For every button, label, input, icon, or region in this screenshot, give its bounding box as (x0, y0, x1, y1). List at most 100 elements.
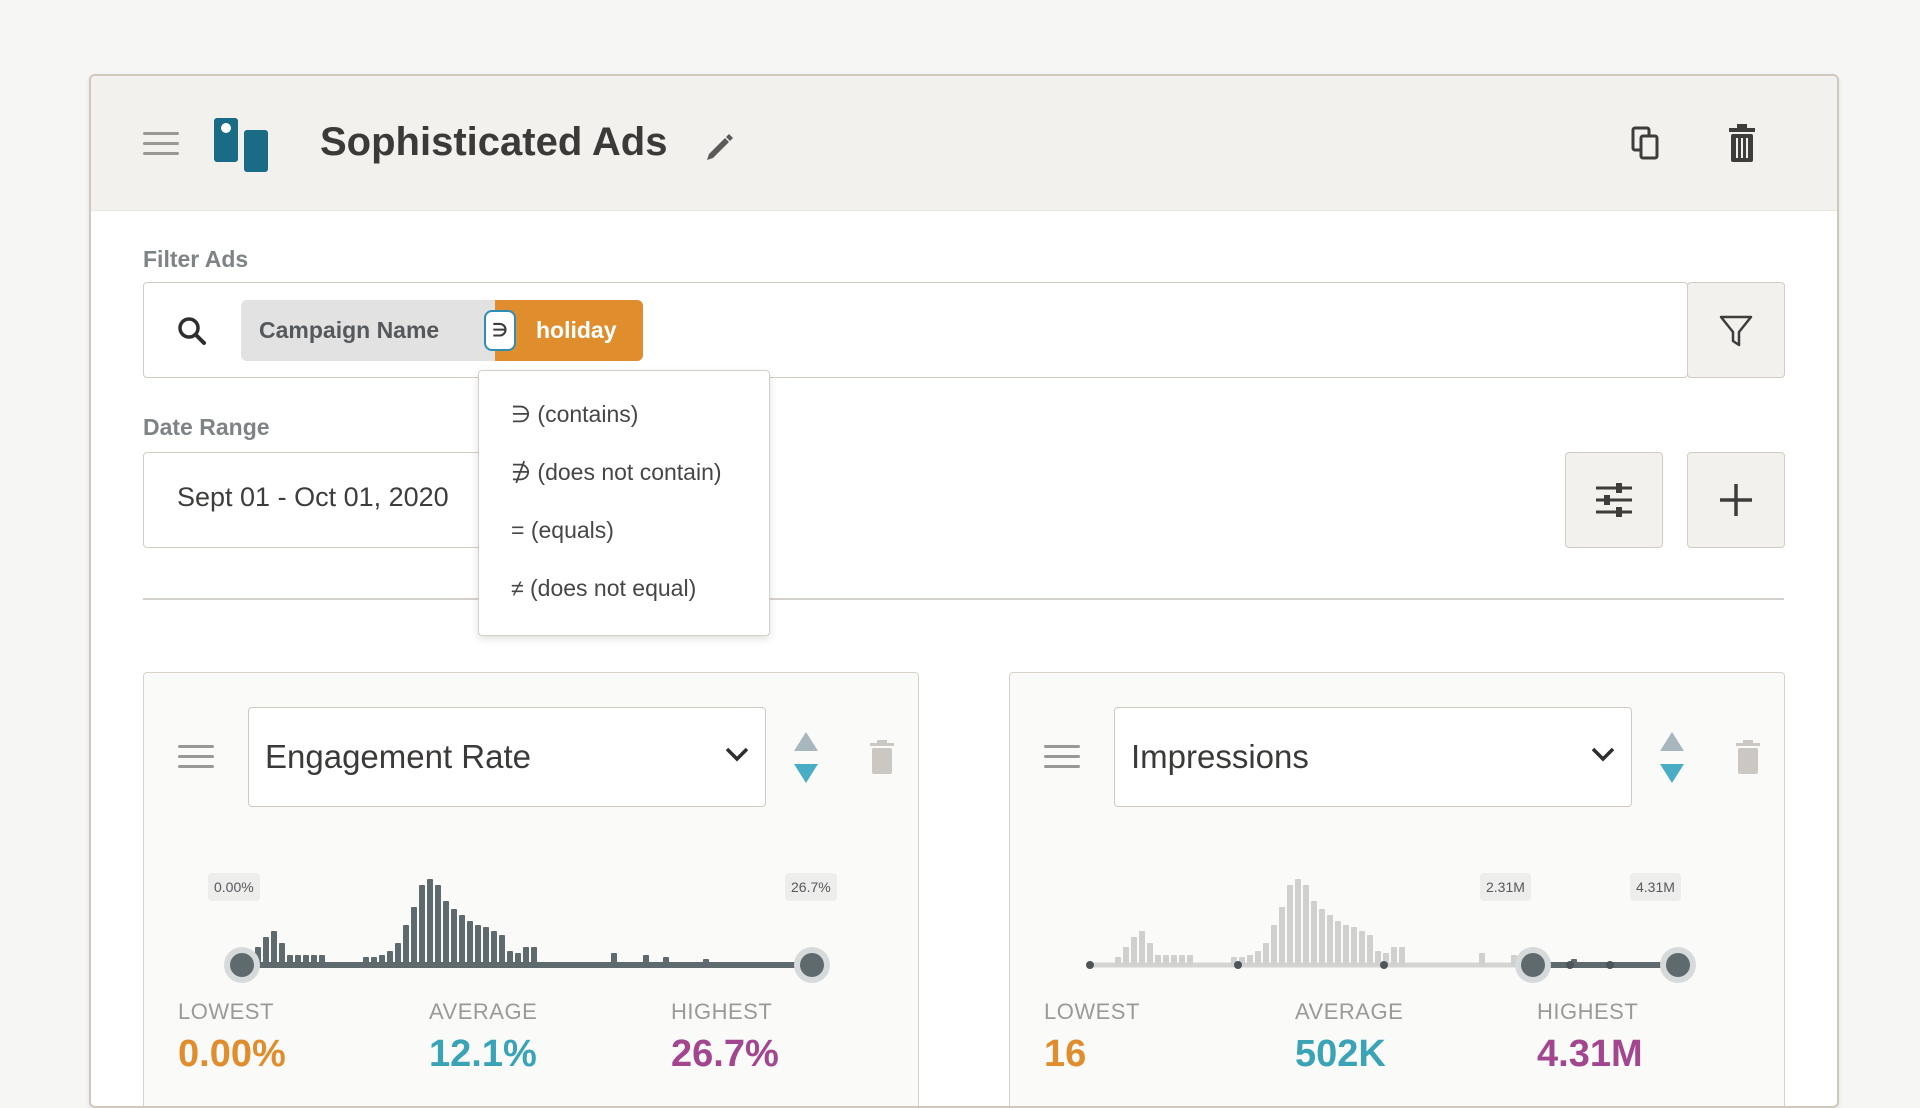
date-range-value: Sept 01 - Oct 01, 2020 (177, 482, 449, 512)
histogram-bar (295, 955, 301, 965)
slider-handle-low (1521, 953, 1545, 977)
lowest-label: LOWEST (1044, 999, 1140, 1024)
operator-option-equals[interactable]: = (equals) (511, 517, 614, 543)
histogram-bar (1311, 901, 1317, 965)
operator-option-contains[interactable]: ∋ (contains) (511, 401, 639, 427)
drag-handle-icon[interactable] (1044, 743, 1080, 771)
slider-tick (1380, 961, 1388, 969)
histogram-bar (363, 957, 369, 965)
histogram-bar (279, 943, 285, 965)
histogram-bar (395, 943, 401, 965)
adjust-settings-button[interactable] (1565, 452, 1663, 548)
highest-value: 26.7% (671, 1033, 779, 1075)
delete-trash-icon[interactable] (1725, 122, 1759, 164)
slider-tick (1606, 961, 1614, 969)
slider-handle-high (800, 953, 824, 977)
sort-up-icon[interactable] (794, 732, 818, 751)
histogram-bar (1147, 943, 1153, 965)
metric-select-value: Engagement Rate (265, 738, 532, 775)
date-range-picker[interactable] (143, 452, 505, 548)
histogram-bar (271, 931, 277, 965)
histogram-bar (1303, 885, 1309, 965)
histogram-bar (1327, 915, 1333, 965)
trash-icon[interactable] (868, 739, 896, 775)
panel-header: Sophisticated Ads (91, 76, 1837, 211)
histogram-bar (483, 927, 489, 965)
histogram-bar (1247, 955, 1253, 965)
histogram-bar (1139, 931, 1145, 965)
histogram-bar (263, 937, 269, 965)
metric-select-value: Impressions (1131, 738, 1309, 775)
slider-handle-low (230, 953, 254, 977)
highest-label: HIGHEST (671, 999, 773, 1024)
histogram-bar (1391, 947, 1397, 965)
metric-card-impressions: Impressions 2.31M 4.31M LOWEST AVERAGE H… (1009, 672, 1785, 1106)
histogram-bar (319, 955, 325, 965)
metric-card-engagement-rate: Engagement Rate 0.00% 26.7% LOWEST AVERA… (143, 672, 919, 1106)
search-icon (178, 317, 206, 345)
histogram-bar (435, 885, 441, 965)
slider-tick (1086, 961, 1094, 969)
filter-label: Filter Ads (143, 246, 249, 272)
sort-up-icon[interactable] (1660, 732, 1684, 751)
histogram-bar (379, 955, 385, 965)
histogram-bar (1335, 921, 1341, 965)
histogram-bar (427, 879, 433, 965)
edit-pencil-icon[interactable] (703, 128, 735, 162)
histogram-bar (1123, 947, 1129, 965)
histogram-bar (1187, 955, 1193, 965)
histogram-bar (1263, 943, 1269, 965)
plus-icon (1720, 484, 1752, 516)
histogram-bar (1367, 935, 1373, 965)
histogram-bar (507, 951, 513, 965)
histogram-bar (515, 953, 521, 965)
histogram-bar (1115, 957, 1121, 965)
filter-chip-value-bg (495, 300, 643, 361)
histogram-bar (475, 925, 481, 965)
histogram-bar (1359, 931, 1365, 965)
filter-chip[interactable]: Campaign Name holiday ∋ (241, 300, 643, 361)
sort-down-icon[interactable] (794, 764, 818, 783)
filter-chip-value[interactable]: holiday (536, 317, 617, 343)
histogram-bar (1131, 937, 1137, 965)
filter-button[interactable] (1687, 282, 1785, 378)
highest-value: 4.31M (1537, 1033, 1643, 1075)
histogram-bar (1255, 951, 1261, 965)
histogram-bar (499, 935, 505, 965)
histogram-bar (311, 955, 317, 965)
histogram-bar (1351, 927, 1357, 965)
histogram-bar (1479, 953, 1485, 965)
histogram-bar (467, 921, 473, 965)
histogram-bar (451, 909, 457, 965)
app-logo (214, 118, 268, 172)
engagement-rate-histogram (224, 879, 830, 983)
histogram-bar (419, 885, 425, 965)
duplicate-icon[interactable] (1629, 124, 1661, 164)
histogram-bar (703, 959, 709, 965)
histogram-bar (663, 957, 669, 965)
filter-operator-button[interactable]: ∋ (484, 310, 516, 351)
sort-down-icon[interactable] (1660, 764, 1684, 783)
add-button[interactable] (1687, 452, 1785, 548)
operator-option-does-not-equal[interactable]: ≠ (does not equal) (511, 575, 697, 601)
drag-handle-icon[interactable] (178, 743, 214, 771)
metric-select[interactable]: Engagement Rate (248, 707, 766, 807)
range-low-label: 0.00% (208, 873, 260, 901)
histogram-bar (1343, 925, 1349, 965)
histogram-bar (1279, 907, 1285, 965)
sliders-icon (1596, 483, 1632, 517)
operator-option-does-not-contain[interactable]: ∌ (does not contain) (511, 459, 722, 485)
slider-handle-high (1666, 953, 1690, 977)
histogram-bar (303, 955, 309, 965)
average-label: AVERAGE (429, 999, 538, 1024)
trash-icon[interactable] (1734, 739, 1762, 775)
drag-handle-icon[interactable] (143, 130, 179, 158)
date-range-label: Date Range (143, 414, 270, 440)
metric-select[interactable]: Impressions (1114, 707, 1632, 807)
histogram-bar (1163, 955, 1169, 965)
slider-tick (1234, 961, 1242, 969)
histogram-bar (387, 951, 393, 965)
page-title: Sophisticated Ads (320, 120, 668, 164)
histogram-bar (1375, 951, 1381, 965)
histogram-bar (371, 957, 377, 965)
